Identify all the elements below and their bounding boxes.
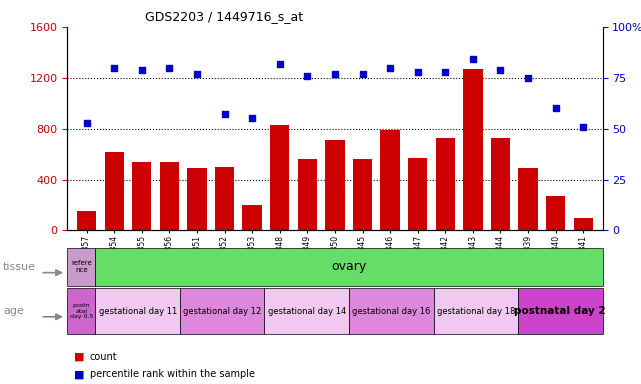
Bar [265,288,349,334]
Bar [381,130,400,230]
Point [164,65,174,71]
Bar [67,288,96,334]
Text: gestational day 12: gestational day 12 [183,306,262,316]
Bar [325,140,345,230]
Bar [353,159,372,230]
Point [578,124,588,130]
Text: postnatal day 2: postnatal day 2 [515,306,606,316]
Text: tissue: tissue [3,262,36,272]
Bar [180,288,265,334]
Text: ■: ■ [74,369,84,379]
Point [358,71,368,77]
Bar [408,158,428,230]
Bar [546,196,565,230]
Bar [574,218,593,230]
Text: gestational day 14: gestational day 14 [268,306,346,316]
Bar [242,205,262,230]
Point [413,69,423,75]
Text: GDS2203 / 1449716_s_at: GDS2203 / 1449716_s_at [146,10,303,23]
Bar [132,162,151,230]
Text: ovary: ovary [331,260,367,273]
Text: ■: ■ [74,352,84,362]
Text: percentile rank within the sample: percentile rank within the sample [90,369,254,379]
Bar [270,125,289,230]
Bar [463,69,483,230]
Bar [187,168,206,230]
Point [137,66,147,73]
Text: age: age [3,306,24,316]
Point [330,71,340,77]
Bar [67,248,96,286]
Bar [160,162,179,230]
Point [219,111,229,118]
Bar [77,211,96,230]
Bar [104,152,124,230]
Bar [436,137,455,230]
Text: refere
nce: refere nce [71,260,92,273]
Text: count: count [90,352,117,362]
Bar [433,288,518,334]
Point [440,69,451,75]
Bar [519,168,538,230]
Point [109,65,119,71]
Text: postn
atal
day 0.5: postn atal day 0.5 [70,303,93,319]
Text: gestational day 18: gestational day 18 [437,306,515,316]
Text: gestational day 11: gestational day 11 [99,306,177,316]
Bar [518,288,603,334]
Point [495,66,506,73]
Bar [297,159,317,230]
Point [551,105,561,111]
Text: gestational day 16: gestational day 16 [352,306,431,316]
Point [247,115,257,121]
Point [302,73,312,79]
Point [81,119,92,126]
Bar [491,137,510,230]
Bar [96,288,180,334]
Bar [349,288,433,334]
Point [523,74,533,81]
Point [468,56,478,63]
Bar [215,167,234,230]
Point [192,71,202,77]
Point [385,65,395,71]
Point [274,60,285,66]
